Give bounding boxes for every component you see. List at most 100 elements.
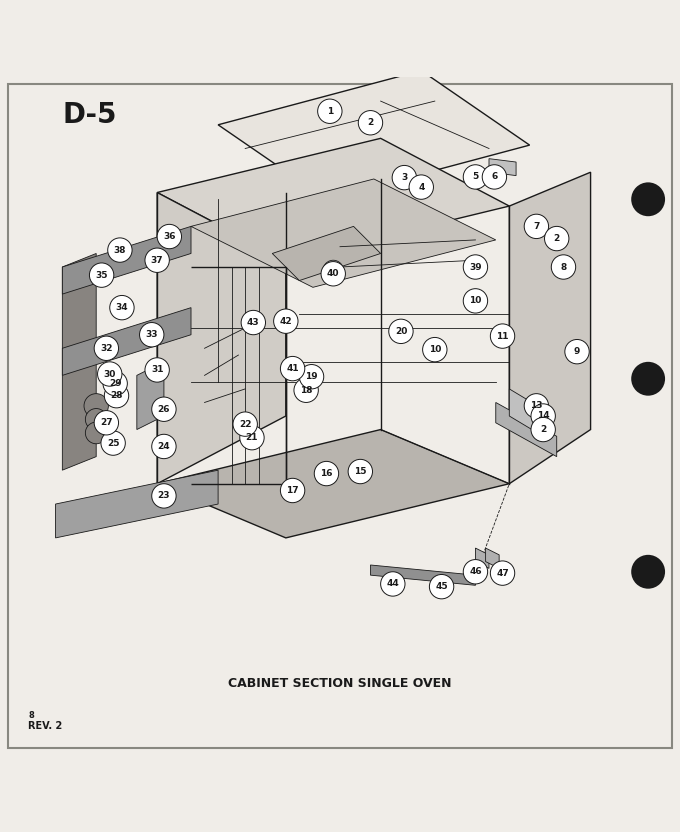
Polygon shape [272, 226, 381, 280]
Circle shape [463, 255, 488, 280]
Text: 27: 27 [100, 418, 113, 428]
Circle shape [463, 560, 488, 584]
Text: 3: 3 [401, 173, 407, 182]
Polygon shape [63, 226, 191, 294]
Text: 40: 40 [327, 270, 339, 278]
Circle shape [631, 182, 665, 216]
Circle shape [318, 99, 342, 123]
Text: REV. 2: REV. 2 [29, 721, 63, 731]
Text: 45: 45 [435, 582, 448, 592]
Circle shape [299, 364, 324, 389]
Text: 6: 6 [491, 172, 498, 181]
Circle shape [631, 555, 665, 589]
Text: 37: 37 [151, 255, 163, 265]
Text: 26: 26 [158, 404, 170, 414]
Text: 5: 5 [473, 172, 479, 181]
Circle shape [280, 478, 305, 503]
Text: 38: 38 [114, 245, 126, 255]
Text: 10: 10 [469, 296, 481, 305]
Text: 17: 17 [286, 486, 299, 495]
Text: 4: 4 [418, 182, 424, 191]
Text: 2: 2 [367, 118, 373, 127]
Text: 9: 9 [574, 347, 580, 356]
Text: 36: 36 [163, 232, 175, 241]
Polygon shape [486, 548, 499, 568]
Text: 42: 42 [279, 317, 292, 325]
Circle shape [86, 409, 107, 430]
Polygon shape [475, 548, 489, 568]
Text: 35: 35 [95, 270, 108, 280]
Circle shape [94, 410, 118, 435]
Text: 15: 15 [354, 467, 367, 476]
Polygon shape [496, 403, 557, 457]
Circle shape [490, 324, 515, 349]
Circle shape [429, 574, 454, 599]
Text: 7: 7 [533, 222, 540, 230]
Text: 2: 2 [540, 425, 546, 434]
Polygon shape [218, 71, 530, 200]
Text: 34: 34 [116, 303, 129, 312]
Circle shape [241, 310, 265, 334]
Polygon shape [157, 138, 509, 260]
Text: 28: 28 [110, 391, 123, 400]
Circle shape [240, 425, 264, 450]
Text: 43: 43 [247, 318, 260, 327]
Circle shape [86, 422, 107, 443]
Text: 30: 30 [103, 369, 116, 379]
Polygon shape [56, 470, 218, 538]
Text: 14: 14 [537, 412, 549, 420]
Text: 21: 21 [245, 433, 258, 442]
Circle shape [145, 248, 169, 272]
Polygon shape [157, 192, 286, 483]
Text: D-5: D-5 [63, 102, 117, 129]
Circle shape [145, 358, 169, 382]
Circle shape [565, 339, 589, 364]
Circle shape [152, 483, 176, 508]
Text: 20: 20 [395, 327, 407, 336]
Circle shape [152, 397, 176, 422]
Circle shape [294, 378, 318, 403]
Circle shape [531, 404, 556, 428]
Text: 24: 24 [158, 442, 170, 451]
Circle shape [280, 356, 305, 381]
Circle shape [463, 289, 488, 313]
Circle shape [631, 362, 665, 396]
Circle shape [490, 561, 515, 585]
Circle shape [90, 263, 114, 287]
Circle shape [321, 261, 345, 286]
Text: 8: 8 [560, 263, 566, 271]
Text: 31: 31 [151, 365, 163, 374]
Text: 39: 39 [469, 263, 481, 271]
Polygon shape [63, 254, 96, 470]
Text: 10: 10 [428, 345, 441, 354]
Circle shape [381, 572, 405, 597]
Text: 11: 11 [496, 332, 509, 340]
Text: 33: 33 [146, 330, 158, 339]
Text: 44: 44 [386, 579, 399, 588]
Circle shape [409, 175, 433, 200]
Polygon shape [137, 362, 164, 429]
Circle shape [107, 238, 132, 262]
Circle shape [94, 336, 118, 360]
Polygon shape [157, 429, 509, 538]
Text: 1: 1 [326, 106, 333, 116]
Circle shape [524, 394, 549, 418]
Circle shape [97, 362, 122, 386]
Polygon shape [371, 565, 475, 585]
Circle shape [104, 384, 129, 408]
Circle shape [101, 431, 125, 455]
Circle shape [463, 165, 488, 189]
Text: 22: 22 [239, 419, 252, 428]
Circle shape [348, 459, 373, 483]
Circle shape [423, 338, 447, 362]
Text: 23: 23 [158, 492, 170, 500]
Polygon shape [509, 172, 590, 483]
Circle shape [323, 260, 343, 280]
Circle shape [314, 462, 339, 486]
Text: CABINET SECTION SINGLE OVEN: CABINET SECTION SINGLE OVEN [228, 677, 452, 690]
Circle shape [84, 394, 108, 418]
Text: 2: 2 [554, 234, 560, 243]
Text: 25: 25 [107, 438, 120, 448]
Text: 29: 29 [109, 379, 122, 388]
Text: 8: 8 [29, 711, 34, 720]
